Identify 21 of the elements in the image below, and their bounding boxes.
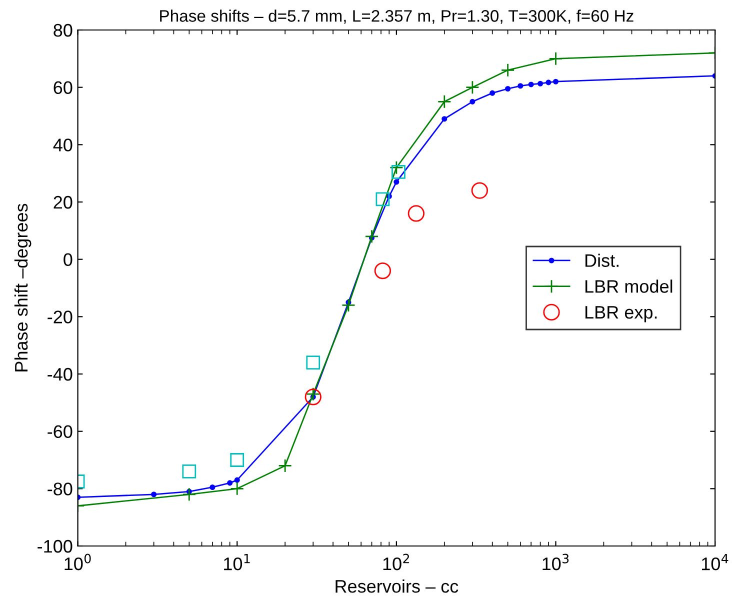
x-tick-label: 10$^{4}$	[702, 554, 728, 570]
y-tick-label: -100	[38, 540, 72, 553]
y-tick-label: 0	[64, 253, 72, 266]
x-axis-title: Reservoirs – cc	[336, 580, 458, 593]
x-tick-label: 10$^{3}$	[542, 554, 569, 570]
y-tick-label: 20	[54, 196, 72, 209]
y-tick-label: 80	[54, 24, 72, 37]
chart-title: Phase shifts – d=5.7 mm, L=2.357 m, Pr=1.30, T=300K, f=60 Hz	[160, 10, 634, 24]
x-tick-label: 10$^{0}$	[64, 554, 91, 570]
y-axis-title: Phase shift –degrees	[14, 204, 32, 372]
y-tick-label: -20	[48, 310, 72, 324]
legend-label: Dist.	[585, 254, 618, 267]
y-tick-label: -40	[48, 368, 72, 381]
legend-label: LBR exp.	[585, 306, 657, 322]
y-tick-label: 40	[53, 138, 72, 152]
y-tick-label: -60	[48, 425, 72, 438]
y-tick-label: -80	[48, 482, 72, 496]
y-tick-label: 60	[54, 81, 72, 94]
x-tick-label: 10$^{1}$	[224, 554, 250, 570]
legend-label: LBR model	[585, 280, 672, 293]
x-tick-label: 10$^{2}$	[383, 554, 410, 570]
